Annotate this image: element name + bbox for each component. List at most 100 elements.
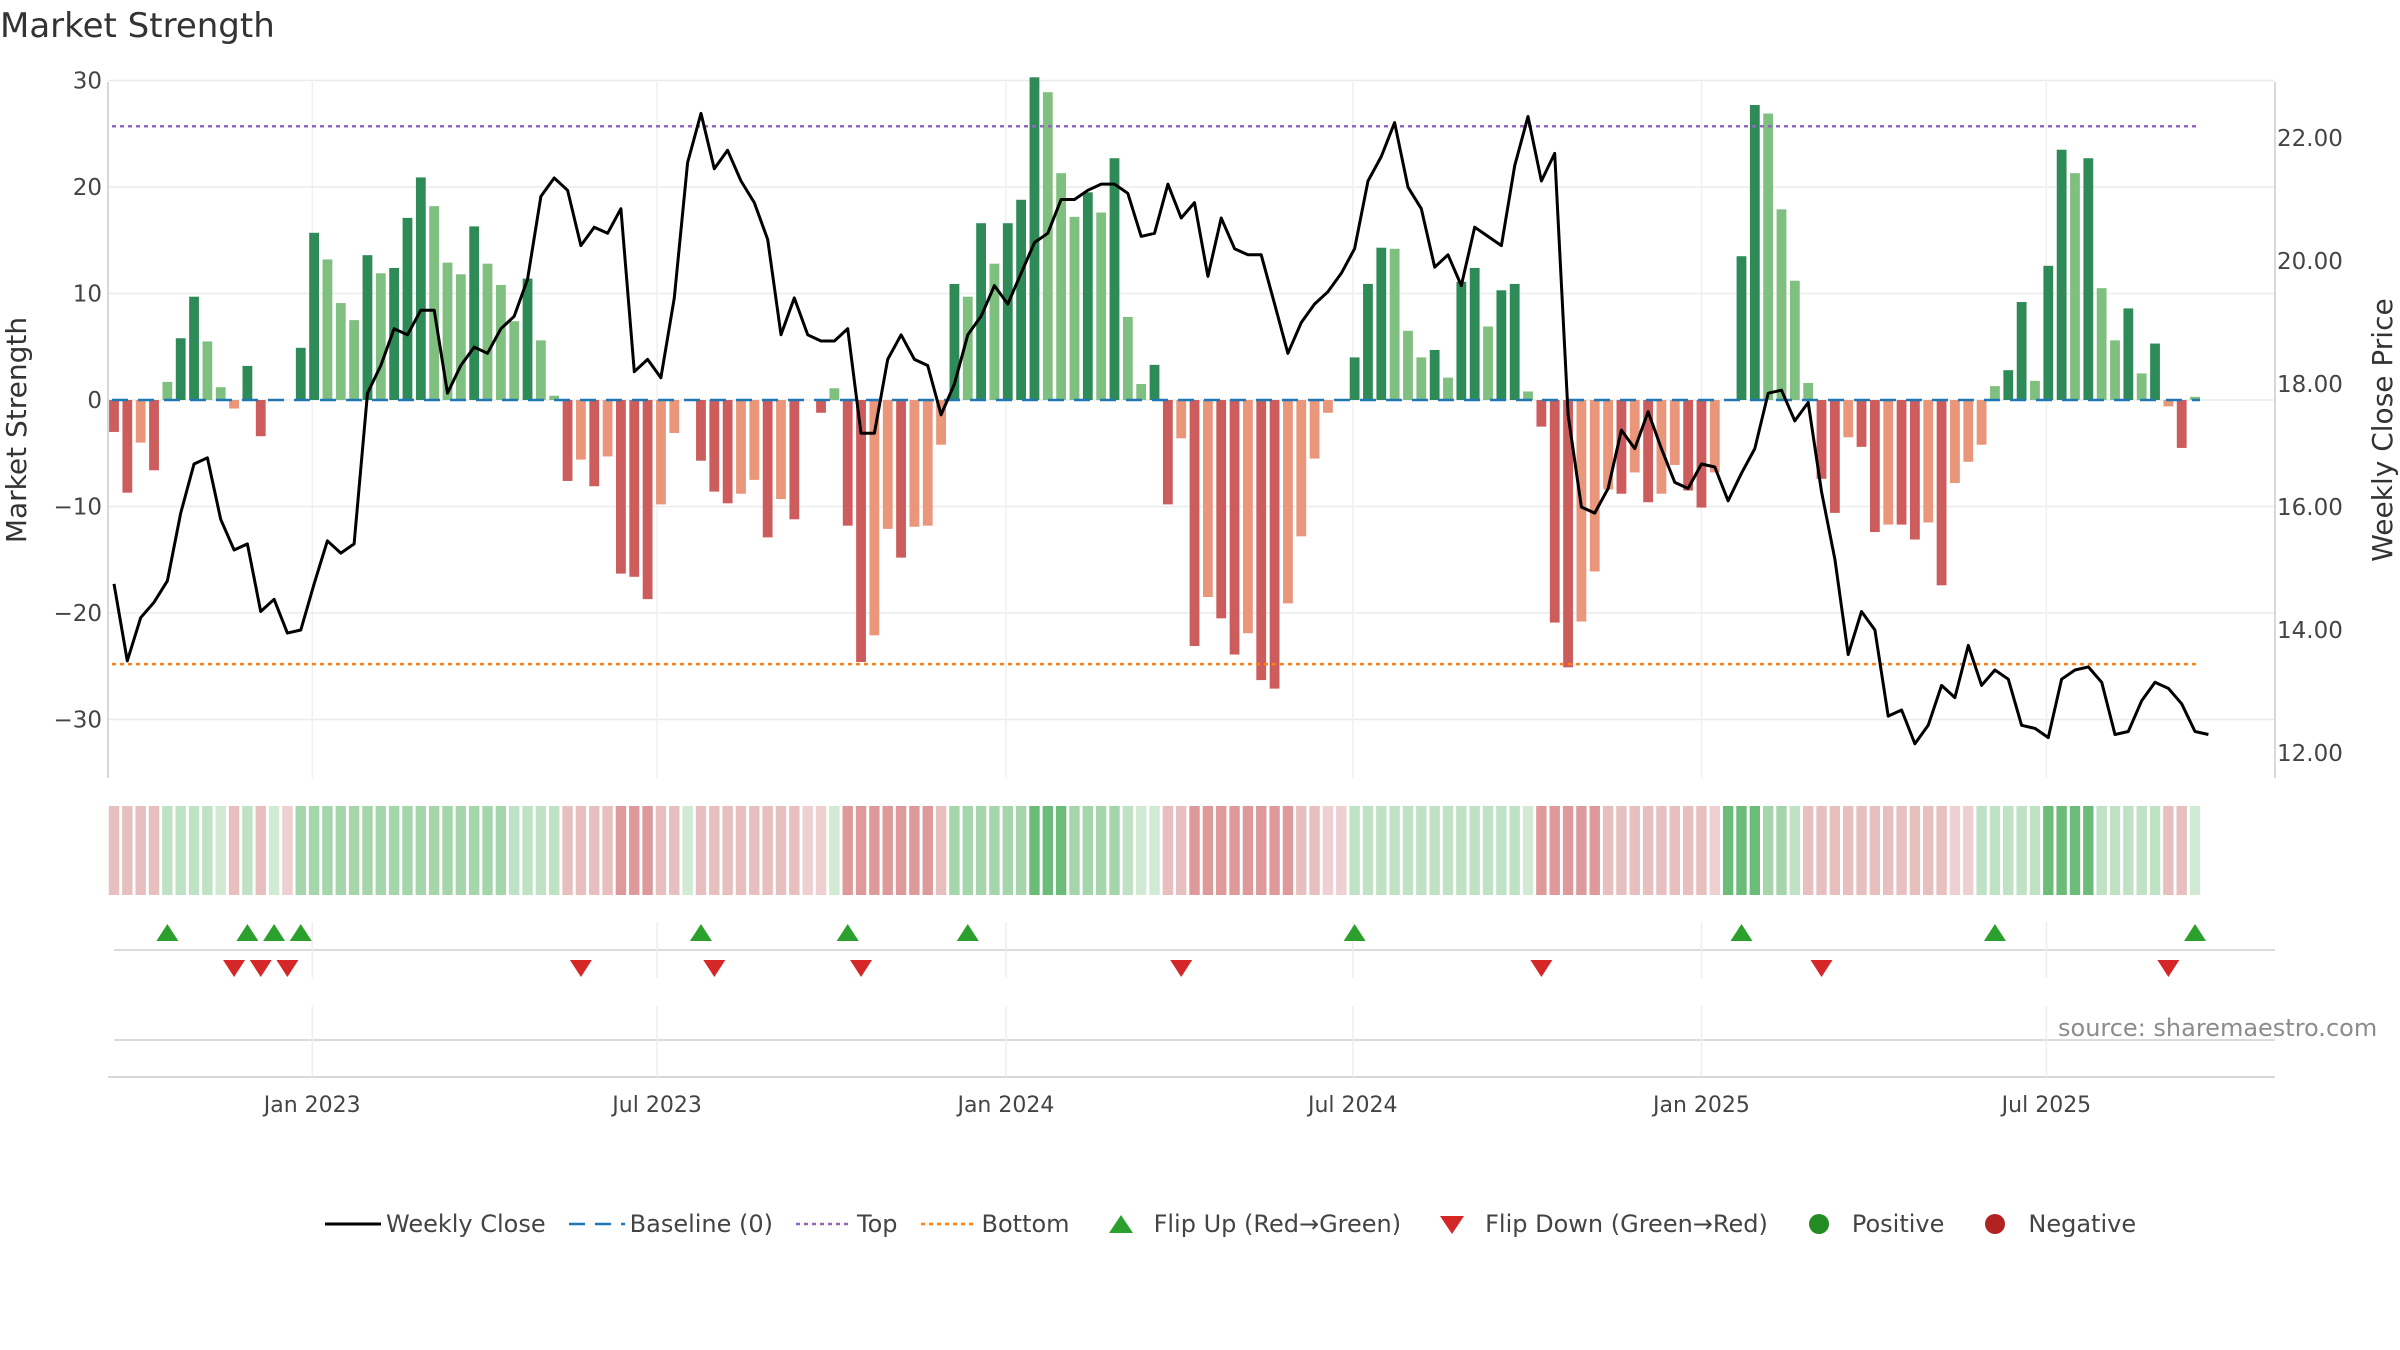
flip-down-marker xyxy=(276,960,299,977)
regime-cell xyxy=(295,806,306,895)
strength-bar xyxy=(1349,357,1360,400)
strength-bar xyxy=(522,278,533,400)
strength-bar xyxy=(1056,173,1067,400)
strength-bar xyxy=(1202,400,1213,598)
regime-cell xyxy=(669,806,680,895)
legend-label: Top xyxy=(857,1210,898,1238)
strength-bar xyxy=(1976,400,1987,445)
strength-bar xyxy=(1803,382,1814,400)
strength-bar xyxy=(1229,400,1240,655)
strength-bar xyxy=(1403,330,1413,400)
regime-cell xyxy=(909,806,920,895)
x-tick-label: Jul 2025 xyxy=(2000,1093,2092,1118)
strength-bar xyxy=(1763,113,1774,400)
regime-cell xyxy=(1242,806,1254,895)
y-tick-label: −20 xyxy=(53,601,102,627)
regime-cell xyxy=(602,806,613,895)
strength-bar xyxy=(1029,77,1040,401)
strength-bar xyxy=(949,283,960,400)
regime-cell xyxy=(1589,806,1600,895)
regime-cell xyxy=(1843,806,1854,895)
regime-cell xyxy=(722,806,733,895)
strength-bar xyxy=(1629,400,1640,473)
regime-cell xyxy=(1896,806,1907,895)
weekly-close-line xyxy=(112,111,2209,746)
flip-down-marker xyxy=(569,960,592,977)
regime-cell xyxy=(1522,806,1534,895)
strength-bar xyxy=(1683,400,1694,491)
strength-bar xyxy=(255,400,266,437)
strength-bar xyxy=(1789,280,1800,400)
regime-cell xyxy=(1949,806,1961,895)
strength-bar xyxy=(1483,326,1493,400)
regime-cell xyxy=(415,806,427,895)
regime-cell xyxy=(1696,806,1707,895)
strength-bar xyxy=(1856,400,1867,447)
regime-cell xyxy=(1629,806,1640,895)
strength-bar xyxy=(922,400,933,526)
legend-item-flip-down: Flip Down (Green→Red) xyxy=(1421,1209,1768,1239)
strength-bar xyxy=(1963,400,1974,462)
regime-cell xyxy=(1602,806,1614,895)
strength-bar xyxy=(1256,400,1267,681)
regime-cell xyxy=(1095,806,1107,895)
flip-markers xyxy=(114,922,2275,978)
strength-bar xyxy=(2083,158,2094,400)
strength-bar xyxy=(1069,216,1080,400)
x-tick-label: Jan 2024 xyxy=(955,1093,1054,1118)
grid-layer xyxy=(108,79,2275,778)
strength-bar xyxy=(2003,370,2014,400)
regime-cell xyxy=(882,806,893,895)
regime-cell xyxy=(1176,806,1187,895)
strength-bar xyxy=(2190,396,2200,400)
regime-cell xyxy=(535,806,547,895)
regime-cell xyxy=(268,806,280,895)
regime-cell xyxy=(175,806,186,895)
strength-bar xyxy=(1309,400,1320,459)
y-axis-title: Market Strength xyxy=(0,317,33,543)
strength-bar xyxy=(1910,400,1920,540)
strength-bar xyxy=(1323,400,1333,413)
regime-cell xyxy=(2189,806,2201,895)
legend-item-baseline: Baseline (0) xyxy=(566,1209,773,1239)
regime-cell xyxy=(815,806,827,895)
regime-cell xyxy=(468,806,480,895)
regime-cell xyxy=(735,806,747,895)
strength-bar xyxy=(429,206,440,400)
strength-bar xyxy=(295,347,306,400)
legend-item-weekly-close: Weekly Close xyxy=(322,1209,546,1239)
legend-label: Positive xyxy=(1851,1210,1945,1238)
y2-tick-label: 14.00 xyxy=(2277,618,2343,644)
strength-bar xyxy=(2150,343,2160,400)
strength-bar xyxy=(1243,400,1253,634)
regime-cell xyxy=(562,806,573,895)
strength-bar xyxy=(1389,248,1400,400)
strength-bar xyxy=(2123,308,2134,400)
regime-cell xyxy=(1976,806,1987,895)
regime-cell xyxy=(1042,806,1053,895)
regime-cell xyxy=(1229,806,1240,895)
regime-cell xyxy=(2029,806,2041,895)
circle-icon xyxy=(1788,1209,1850,1239)
regime-cell xyxy=(962,806,973,895)
strength-bar xyxy=(2110,340,2120,400)
regime-cell xyxy=(135,806,146,895)
strength-bar xyxy=(362,255,373,400)
regime-cell xyxy=(1963,806,1974,895)
strength-bar xyxy=(335,303,346,400)
strength-bar xyxy=(1136,384,1147,400)
strength-bar xyxy=(829,388,840,400)
strength-bar xyxy=(976,223,986,400)
y-tick-label: 30 xyxy=(73,69,102,95)
regime-cell xyxy=(802,806,813,895)
strength-bar xyxy=(1416,357,1427,400)
regime-cell xyxy=(2003,806,2014,895)
regime-cell xyxy=(829,806,840,895)
y2-tick-label: 20.00 xyxy=(2277,249,2343,275)
strength-bar xyxy=(2136,373,2147,400)
strength-bar xyxy=(1509,283,1520,400)
flip-up-marker xyxy=(1343,924,1366,941)
regime-cell xyxy=(1576,806,1587,895)
regime-cell xyxy=(922,806,933,895)
regime-cell xyxy=(1709,806,1720,895)
